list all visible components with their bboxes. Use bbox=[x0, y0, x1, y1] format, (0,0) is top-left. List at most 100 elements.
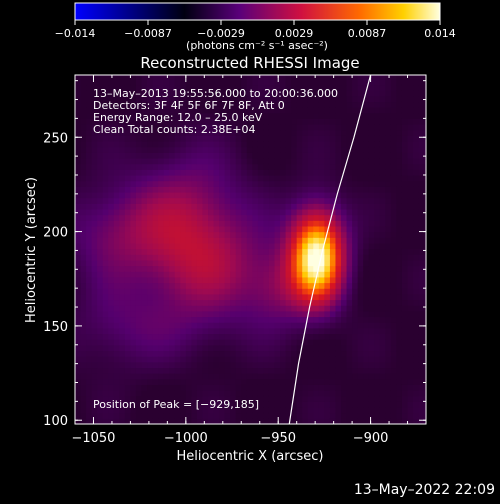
heatmap-cell bbox=[318, 163, 325, 170]
heatmap-cell bbox=[385, 174, 392, 182]
heatmap-cell bbox=[135, 271, 143, 278]
heatmap-cell bbox=[91, 418, 98, 424]
heatmap-cell bbox=[418, 293, 425, 301]
heatmap-cell bbox=[241, 327, 248, 335]
heatmap-cell bbox=[396, 124, 403, 131]
heatmap-cell bbox=[252, 276, 259, 284]
heatmap-cell bbox=[147, 322, 154, 329]
heatmap-cell bbox=[413, 390, 420, 397]
heatmap-cell bbox=[174, 180, 181, 187]
heatmap-cell bbox=[208, 186, 215, 193]
heatmap-cell bbox=[307, 265, 314, 272]
heatmap-cell bbox=[274, 78, 281, 86]
heatmap-cell bbox=[263, 407, 270, 414]
heatmap-cell bbox=[124, 158, 132, 165]
heatmap-cell bbox=[141, 407, 148, 414]
heatmap-cell bbox=[268, 135, 276, 142]
heatmap-cell bbox=[368, 407, 375, 414]
heatmap-cell bbox=[91, 141, 98, 148]
heatmap-cell bbox=[363, 220, 370, 227]
heatmap-cell bbox=[158, 186, 165, 193]
heatmap-cell bbox=[274, 237, 281, 244]
heatmap-cell bbox=[263, 418, 270, 424]
heatmap-cell bbox=[291, 344, 298, 352]
heatmap-cell bbox=[385, 305, 392, 312]
heatmap-cell bbox=[202, 225, 209, 233]
heatmap-cell bbox=[318, 407, 325, 414]
heatmap-cell bbox=[263, 412, 270, 419]
heatmap-cell bbox=[341, 350, 348, 357]
heatmap-cell bbox=[268, 75, 276, 80]
heatmap-cell bbox=[235, 75, 242, 80]
heatmap-cell bbox=[185, 248, 192, 255]
heatmap-cell bbox=[235, 322, 242, 329]
heatmap-cell bbox=[313, 407, 320, 414]
heatmap-cell bbox=[335, 367, 342, 374]
heatmap-cell bbox=[158, 197, 165, 204]
heatmap-cell bbox=[424, 135, 426, 142]
heatmap-cell bbox=[185, 367, 192, 374]
heatmap-cell bbox=[75, 333, 82, 340]
heatmap-cell bbox=[246, 333, 253, 340]
heatmap-cell bbox=[401, 350, 409, 357]
heatmap-cell bbox=[191, 254, 198, 261]
heatmap-cell bbox=[418, 310, 425, 318]
heatmap-cell bbox=[329, 163, 337, 170]
heatmap-cell bbox=[163, 305, 170, 312]
heatmap-cell bbox=[208, 152, 215, 159]
heatmap-cell bbox=[152, 163, 159, 170]
heatmap-cell bbox=[302, 373, 309, 380]
heatmap-cell bbox=[379, 322, 386, 329]
heatmap-cell bbox=[219, 265, 226, 272]
heatmap-cell bbox=[213, 112, 220, 119]
heatmap-cell bbox=[147, 186, 154, 193]
heatmap-cell bbox=[80, 344, 87, 352]
heatmap-cell bbox=[257, 418, 265, 424]
heatmap-cell bbox=[185, 293, 192, 301]
heatmap-cell bbox=[224, 214, 231, 221]
heatmap-cell bbox=[102, 333, 109, 340]
heatmap-cell bbox=[91, 95, 98, 103]
heatmap-cell bbox=[390, 169, 398, 176]
heatmap-cell bbox=[424, 305, 426, 312]
heatmap-cell bbox=[124, 146, 132, 153]
heatmap-cell bbox=[307, 327, 314, 335]
heatmap-cell bbox=[135, 180, 143, 187]
heatmap-cell bbox=[252, 367, 259, 374]
heatmap-cell bbox=[130, 344, 137, 352]
heatmap-cell bbox=[407, 248, 414, 255]
heatmap-cell bbox=[307, 163, 314, 170]
heatmap-cell bbox=[368, 327, 375, 335]
heatmap-cell bbox=[324, 322, 331, 329]
heatmap-cell bbox=[363, 112, 370, 119]
heatmap-cell bbox=[119, 84, 126, 91]
heatmap-cell bbox=[185, 242, 192, 250]
heatmap-cell bbox=[263, 282, 270, 289]
heatmap-cell bbox=[191, 293, 198, 301]
heatmap-cell bbox=[113, 186, 120, 193]
heatmap-cell bbox=[318, 350, 325, 357]
heatmap-cell bbox=[147, 158, 154, 165]
heatmap-cell bbox=[202, 299, 209, 306]
heatmap-cell bbox=[390, 203, 398, 210]
heatmap-cell bbox=[268, 390, 276, 397]
heatmap-cell bbox=[224, 310, 231, 318]
heatmap-cell bbox=[208, 350, 215, 357]
heatmap-cell bbox=[335, 107, 342, 114]
heatmap-cell bbox=[196, 107, 204, 114]
heatmap-cell bbox=[368, 361, 375, 369]
heatmap-cell bbox=[346, 214, 353, 221]
heatmap-cell bbox=[291, 112, 298, 119]
heatmap-cell bbox=[257, 220, 265, 227]
heatmap-cell bbox=[219, 186, 226, 193]
heatmap-cell bbox=[268, 84, 276, 91]
heatmap-cell bbox=[390, 412, 398, 419]
heatmap-cell bbox=[246, 276, 253, 284]
heatmap-cell bbox=[379, 208, 386, 216]
heatmap-cell bbox=[130, 384, 137, 391]
heatmap-cell bbox=[257, 95, 265, 103]
heatmap-cell bbox=[191, 90, 198, 97]
heatmap-cell bbox=[318, 158, 325, 165]
heatmap-cell bbox=[235, 412, 242, 419]
heatmap-cell bbox=[158, 367, 165, 374]
